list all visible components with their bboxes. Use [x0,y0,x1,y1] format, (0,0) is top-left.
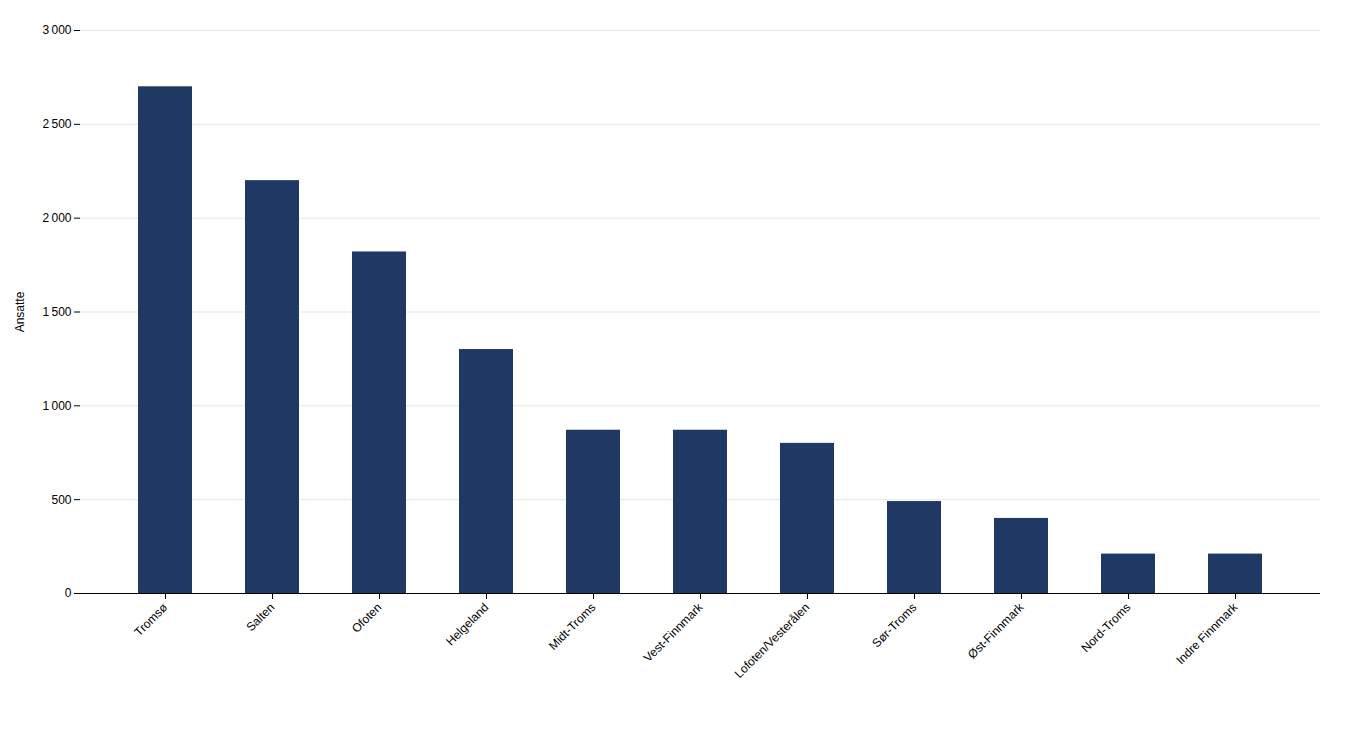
svg-text:3 000: 3 000 [42,23,71,37]
svg-text:2 500: 2 500 [42,117,71,131]
svg-text:Ofoten: Ofoten [349,600,384,635]
svg-text:2 000: 2 000 [42,211,71,225]
svg-text:1 000: 1 000 [42,399,71,413]
svg-text:1 500: 1 500 [42,305,71,319]
svg-text:Ansatte: Ansatte [13,291,27,332]
svg-text:Indre Finnmark: Indre Finnmark [1173,600,1241,668]
svg-text:Vest-Finnmark: Vest-Finnmark [641,600,706,665]
svg-text:Salten: Salten [243,600,277,634]
svg-text:Helgeland: Helgeland [443,600,491,648]
svg-text:Midt-Troms: Midt-Troms [546,600,598,652]
svg-text:Øst-Finnmark: Øst-Finnmark [965,600,1027,662]
svg-text:Lofoten/Vesterålen: Lofoten/Vesterålen [732,600,813,681]
svg-text:Sør-Troms: Sør-Troms [869,600,919,650]
svg-text:500: 500 [51,493,71,507]
svg-text:Nord-Troms: Nord-Troms [1078,600,1133,655]
svg-text:Tromsø: Tromsø [132,600,171,639]
svg-text:0: 0 [65,586,72,600]
